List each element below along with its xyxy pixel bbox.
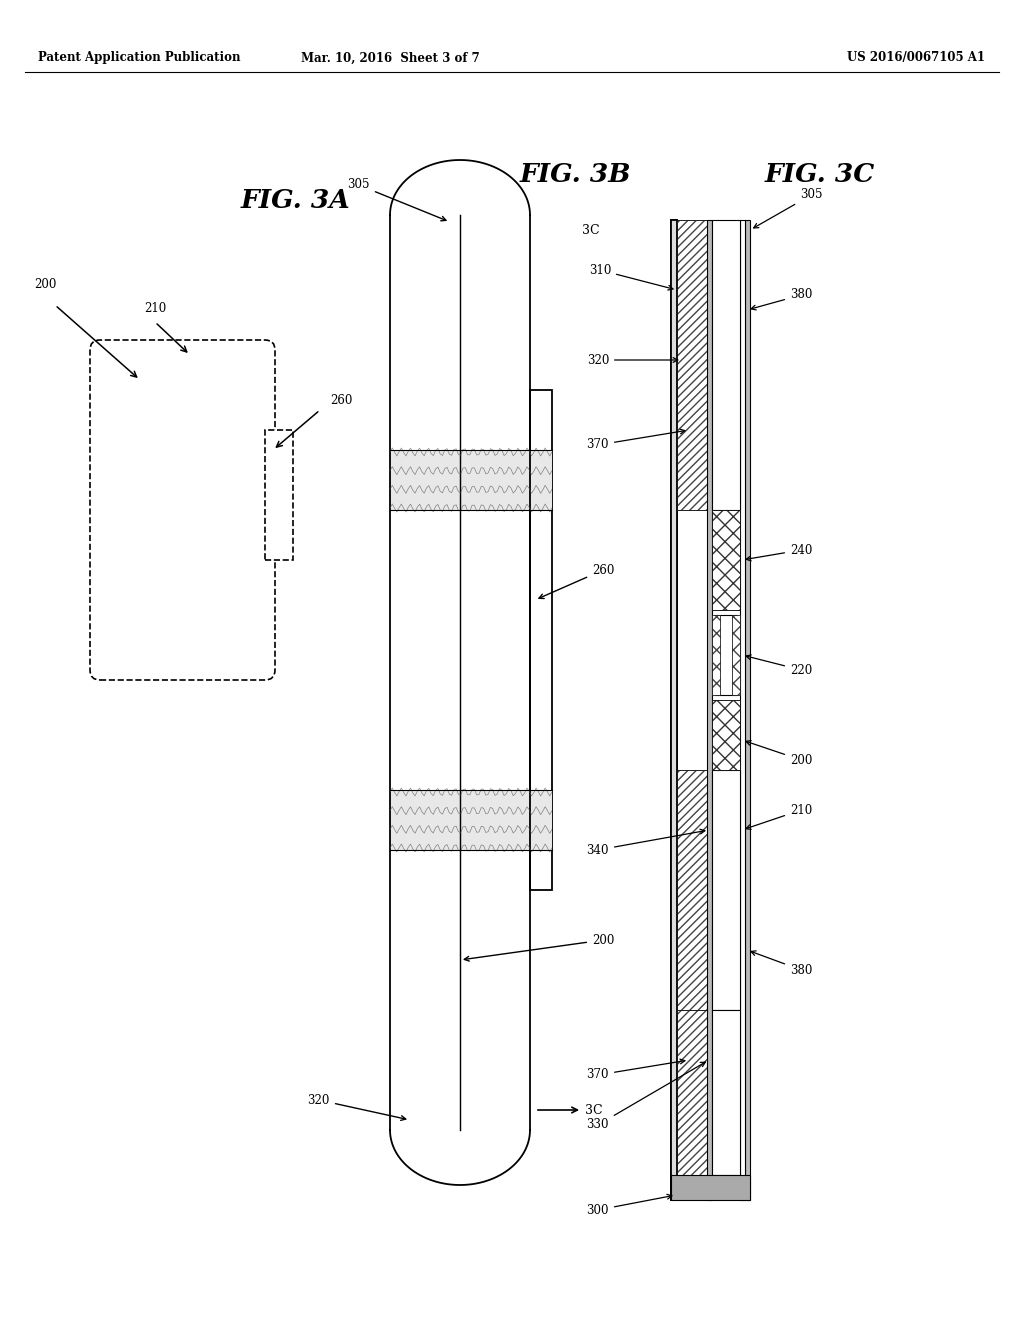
- Bar: [390, 215, 530, 1130]
- Bar: [677, 1010, 707, 1175]
- Text: FIG. 3B: FIG. 3B: [519, 162, 631, 187]
- Text: 320: 320: [307, 1093, 406, 1121]
- FancyBboxPatch shape: [90, 341, 275, 680]
- Bar: [677, 1010, 707, 1175]
- Bar: [712, 220, 740, 510]
- Bar: [671, 220, 677, 1200]
- Text: 305: 305: [347, 178, 446, 220]
- Bar: [265, 430, 293, 560]
- Bar: [677, 770, 707, 1010]
- Text: 200: 200: [745, 741, 812, 767]
- Bar: [712, 770, 740, 1010]
- Bar: [707, 220, 712, 1200]
- Text: 200: 200: [464, 933, 614, 961]
- Text: 380: 380: [751, 950, 812, 977]
- Bar: [712, 1010, 740, 1175]
- Text: 330: 330: [587, 1063, 706, 1131]
- Text: 260: 260: [539, 564, 614, 598]
- Text: 200: 200: [34, 279, 56, 292]
- Text: 310: 310: [589, 264, 673, 290]
- Bar: [677, 220, 707, 510]
- Bar: [740, 220, 745, 1200]
- Bar: [732, 615, 740, 696]
- Bar: [712, 700, 740, 770]
- Text: 300: 300: [587, 1195, 672, 1217]
- Text: Mar. 10, 2016  Sheet 3 of 7: Mar. 10, 2016 Sheet 3 of 7: [301, 51, 479, 65]
- Text: 370: 370: [587, 1059, 685, 1081]
- Bar: [677, 220, 707, 510]
- Bar: [671, 220, 677, 1200]
- Bar: [390, 450, 552, 510]
- Text: 210: 210: [144, 301, 166, 314]
- Text: 320: 320: [587, 354, 678, 367]
- Bar: [732, 615, 740, 696]
- Bar: [712, 700, 740, 770]
- Bar: [712, 510, 740, 610]
- Bar: [715, 615, 737, 696]
- Bar: [745, 220, 750, 1200]
- Bar: [712, 615, 720, 696]
- Text: 210: 210: [745, 804, 812, 829]
- Bar: [677, 770, 707, 1010]
- Text: 3C: 3C: [582, 223, 600, 236]
- Bar: [390, 789, 552, 850]
- Text: 260: 260: [330, 393, 352, 407]
- Text: 220: 220: [746, 655, 812, 676]
- Bar: [671, 1175, 750, 1200]
- Bar: [712, 615, 720, 696]
- Text: 370: 370: [587, 429, 685, 451]
- Text: Patent Application Publication: Patent Application Publication: [38, 51, 241, 65]
- Text: 305: 305: [754, 189, 822, 228]
- Text: FIG. 3C: FIG. 3C: [765, 162, 876, 187]
- Text: 340: 340: [587, 829, 705, 857]
- Bar: [530, 389, 552, 890]
- Text: 240: 240: [746, 544, 812, 561]
- Bar: [712, 510, 740, 610]
- Text: 380: 380: [751, 289, 812, 310]
- Text: FIG. 3A: FIG. 3A: [240, 187, 350, 213]
- Text: 3C: 3C: [585, 1104, 603, 1117]
- Text: US 2016/0067105 A1: US 2016/0067105 A1: [847, 51, 985, 65]
